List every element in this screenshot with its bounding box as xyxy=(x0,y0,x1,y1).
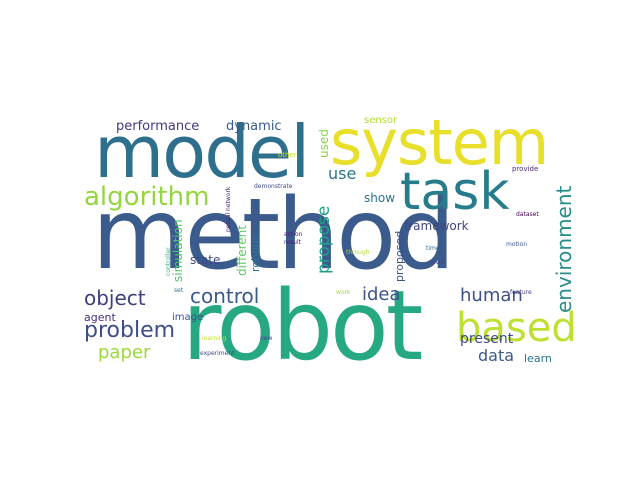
word-algorithm: algorithm xyxy=(84,182,210,212)
word-dataset: dataset xyxy=(516,211,539,218)
word-time: time xyxy=(426,245,440,252)
word-state: state xyxy=(190,253,221,267)
word-task: task xyxy=(400,162,510,222)
word-proposed: proposed xyxy=(393,230,406,282)
word-propose: propose xyxy=(314,205,334,274)
word-robot: robot xyxy=(182,270,423,382)
word-environment: environment xyxy=(552,185,576,313)
word-different: different xyxy=(235,225,249,276)
word-sensor: sensor xyxy=(364,115,398,126)
word-learn: learn xyxy=(524,352,552,365)
word-new: new xyxy=(260,335,273,342)
word-feature: feature xyxy=(510,289,532,296)
word-problem: problem xyxy=(84,318,176,343)
word-paper: paper xyxy=(98,342,151,363)
word-motion: motion xyxy=(506,241,528,248)
word-experiment: experiment xyxy=(200,350,235,357)
word-system: system xyxy=(330,106,549,179)
word-used: used xyxy=(317,129,331,158)
word-action: action xyxy=(284,231,303,238)
word-control: control xyxy=(190,284,260,308)
word-provide: provide xyxy=(512,165,539,173)
word-idea: idea xyxy=(362,284,401,305)
word-use: use xyxy=(328,164,357,183)
word-simulation: simulation xyxy=(171,219,185,282)
word-framework: framework xyxy=(404,219,469,233)
word-neural-network: neural network xyxy=(225,186,232,232)
word-controller: controller xyxy=(165,247,172,276)
word-through: through xyxy=(346,249,370,256)
word-work: work xyxy=(336,289,351,296)
word-novel: novel xyxy=(428,259,445,266)
word-human: human xyxy=(460,285,523,306)
word-demonstrate: demonstrate xyxy=(254,183,293,190)
word-present: present xyxy=(460,331,514,347)
word-robotic: robotic xyxy=(249,233,262,272)
word-other: other xyxy=(278,151,297,159)
word-image: image xyxy=(172,312,204,323)
word-object: object xyxy=(84,286,146,310)
word-learning: learning xyxy=(202,335,227,342)
word-data: data xyxy=(478,346,515,365)
word-method: method xyxy=(92,178,455,292)
word-performance: performance xyxy=(116,119,200,134)
word-show: show xyxy=(364,191,396,205)
word-dynamic: dynamic xyxy=(226,119,282,134)
word-set: set xyxy=(174,287,184,294)
word-model: model xyxy=(94,110,310,194)
word-based: based xyxy=(456,305,577,351)
word-result: result xyxy=(284,239,301,246)
word-agent: agent xyxy=(84,311,116,324)
